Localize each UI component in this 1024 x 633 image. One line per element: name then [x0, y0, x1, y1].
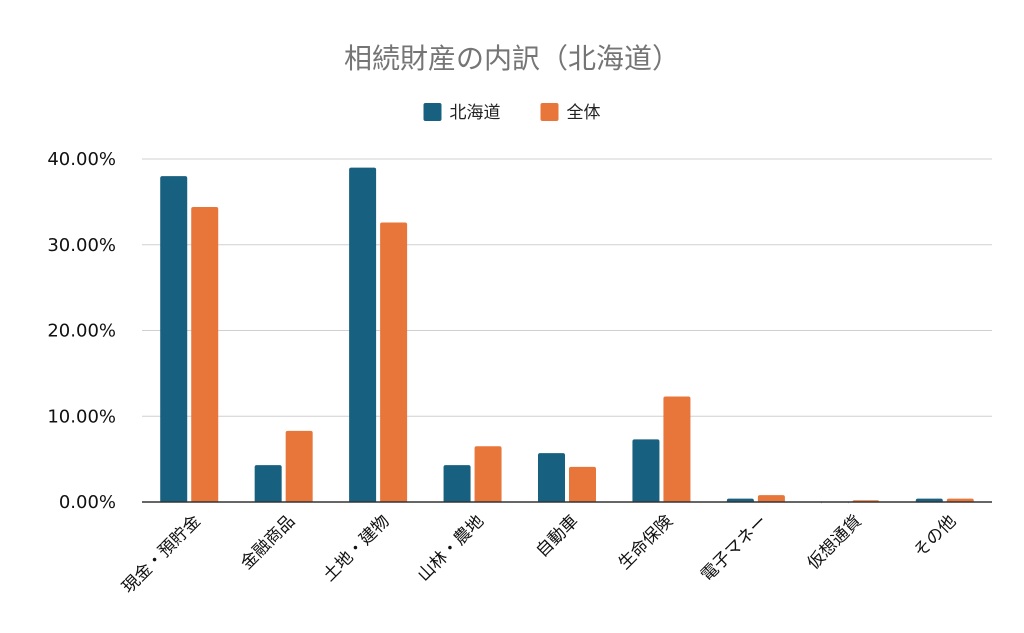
x-tick-label: その他: [910, 511, 960, 561]
bar: [254, 465, 282, 502]
bar: [191, 207, 219, 502]
bar: [757, 495, 785, 502]
x-axis-labels: 現金・預貯金 金融商品 土地・建物 山林・農地 自動車 生命保険 電子マネー 仮想通貨 その他: [118, 511, 960, 597]
bar: [474, 446, 502, 502]
bar: [285, 430, 313, 502]
x-tick-label: 仮想通貨: [804, 511, 866, 573]
y-tick-label: 20.00%: [47, 321, 116, 342]
y-tick-label: 30.00%: [47, 235, 116, 256]
bar: [946, 498, 974, 502]
gridlines: [142, 158, 992, 417]
bar: [380, 222, 408, 502]
bar: [349, 167, 377, 502]
x-tick-label: 土地・建物: [319, 511, 393, 585]
y-axis-ticks: 0.00% 10.00% 20.00% 30.00% 40.00%: [47, 149, 116, 513]
bar: [160, 176, 188, 502]
y-tick-label: 40.00%: [47, 149, 116, 170]
legend-swatch: [423, 103, 442, 121]
legend: 北海道 全体: [423, 103, 601, 123]
y-tick-label: 0.00%: [59, 492, 116, 513]
y-tick-label: 10.00%: [47, 406, 116, 427]
bars: [160, 167, 974, 504]
legend-label: 全体: [567, 103, 601, 123]
chart-title: 相続財産の内訳（北海道）: [344, 42, 680, 75]
bar: [915, 498, 943, 502]
bar: [632, 439, 660, 502]
x-tick-label: 現金・預貯金: [118, 511, 204, 597]
bar: [663, 396, 691, 502]
x-tick-label: 生命保険: [615, 511, 677, 573]
bar: [569, 466, 596, 502]
x-tick-label: 金融商品: [237, 511, 299, 573]
bar: [443, 465, 471, 502]
bar: [726, 498, 754, 502]
legend-swatch: [540, 103, 559, 121]
legend-label: 北海道: [450, 103, 501, 123]
x-tick-label: 自動車: [532, 511, 582, 561]
x-tick-label: 電子マネー: [697, 511, 771, 585]
bar: [538, 453, 565, 502]
x-tick-label: 山林・農地: [414, 511, 488, 585]
